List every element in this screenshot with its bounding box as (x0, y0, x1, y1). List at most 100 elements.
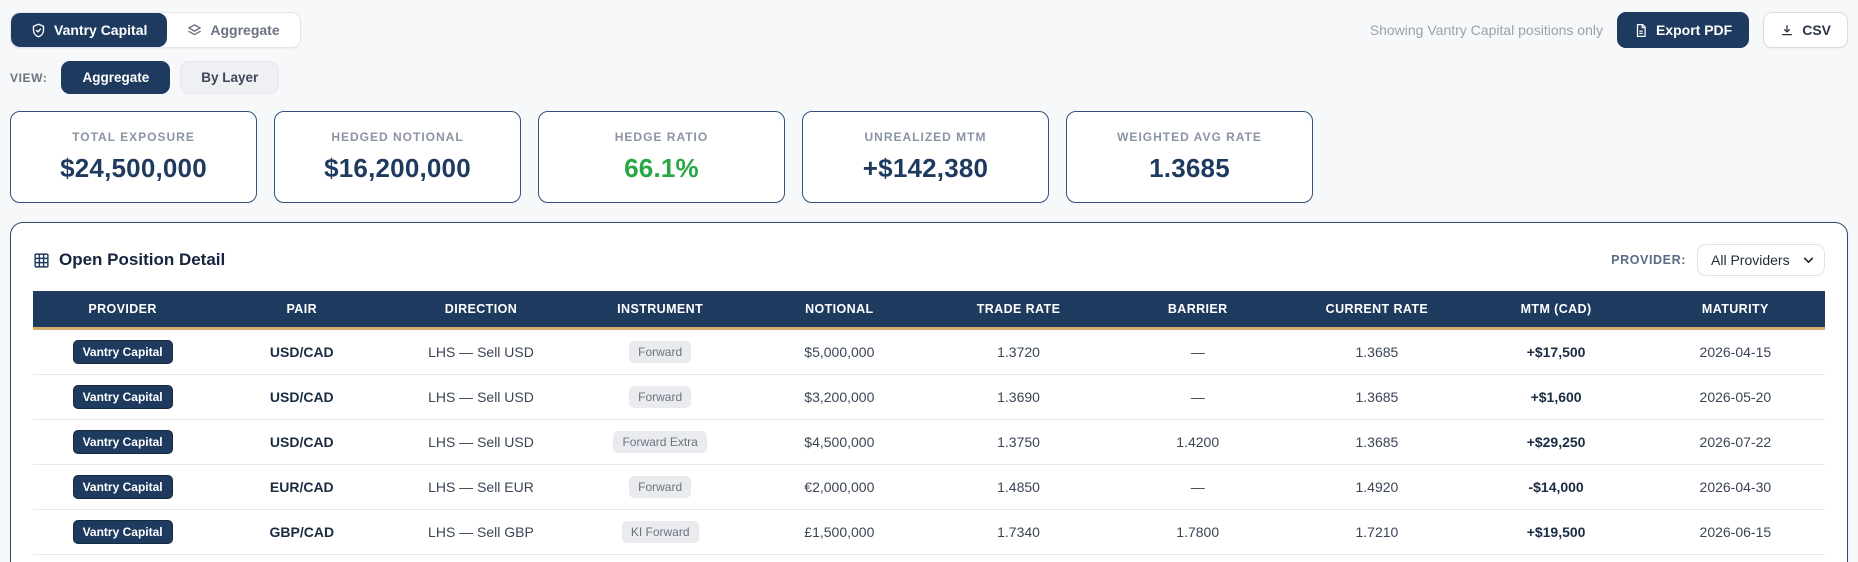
direction-cell: LHS — Sell USD (391, 328, 571, 375)
panel-header: Open Position Detail PROVIDER: All Provi… (33, 244, 1825, 276)
positions-table-head: PROVIDER PAIR DIRECTION INSTRUMENT NOTIONAL T… (33, 291, 1825, 330)
shield-icon (31, 23, 46, 38)
positions-table-header-row: PROVIDER PAIR DIRECTION INSTRUMENT NOTIONAL T… (33, 291, 1825, 330)
barrier-cell: — (1108, 374, 1288, 420)
mtm-cell: -$14,000 (1466, 464, 1646, 510)
instrument-badge: Forward (629, 341, 692, 363)
trade-rate-cell: 1.3750 (928, 419, 1109, 465)
csv-button[interactable]: CSV (1763, 12, 1848, 48)
column-header-barrier: BARRIER (1108, 291, 1288, 330)
view-label: VIEW: (10, 70, 48, 85)
provider-badge: Vantry Capital (72, 520, 173, 544)
table-row: Vantry Capital USD/CAD LHS — Sell USD Fo… (33, 374, 1825, 420)
notional-cell: $4,500,000 (749, 419, 929, 465)
pair-cell: USD/CAD (212, 328, 392, 375)
instrument-cell: KI Forward (570, 509, 750, 555)
mtm-cell: +$29,250 (1466, 419, 1646, 465)
layers-icon (187, 23, 202, 38)
column-header-provider: PROVIDER (33, 291, 213, 330)
column-header-pair: PAIR (212, 291, 392, 330)
provider-cell: Vantry Capital (33, 419, 213, 465)
top-bar: Vantry Capital Aggregate Showing Vantry … (10, 12, 1848, 48)
pair-cell: EUR/CAD (212, 464, 392, 510)
mtm-cell: +$19,500 (1466, 509, 1646, 555)
barrier-cell: 1.7800 (1108, 509, 1288, 555)
pair-cell: GBP/CAD (212, 509, 392, 555)
direction-cell: LHS — Sell EUR (391, 464, 571, 510)
view-toggle-aggregate[interactable]: Aggregate (61, 61, 171, 94)
maturity-cell: 2026-07-22 (1645, 419, 1825, 465)
entity-toggle-vantry-capital[interactable]: Vantry Capital (11, 13, 168, 47)
instrument-cell: Forward (570, 464, 750, 510)
kpi-card-hedged-notional: HEDGED NOTIONAL $16,200,000 (274, 111, 521, 203)
notional-cell: €2,000,000 (749, 464, 929, 510)
status-text: Showing Vantry Capital positions only (1369, 22, 1603, 38)
table-row: Vantry Capital USD/CAD LHS — Sell USD Fo… (33, 419, 1825, 465)
top-bar-right: Showing Vantry Capital positions only Ex… (1370, 12, 1848, 48)
direction-cell: LHS — Sell USD (391, 374, 571, 420)
direction-cell: LHS — Sell USD (391, 419, 571, 465)
maturity-cell: 2026-05-20 (1645, 374, 1825, 420)
column-header-instrument: INSTRUMENT (570, 291, 750, 330)
barrier-cell: — (1108, 328, 1288, 375)
instrument-badge: Forward (629, 386, 692, 408)
provider-badge: Vantry Capital (72, 340, 173, 364)
trade-rate-cell: 1.7340 (928, 509, 1109, 555)
download-icon (1780, 23, 1794, 38)
mtm-cell: +$17,500 (1466, 328, 1646, 375)
barrier-cell: — (1108, 464, 1288, 510)
export-pdf-button[interactable]: Export PDF (1616, 12, 1750, 48)
column-header-maturity: MATURITY (1645, 291, 1825, 330)
positions-table-body: Vantry Capital USD/CAD LHS — Sell USD Fo… (33, 328, 1825, 555)
current-rate-cell: 1.7210 (1287, 509, 1467, 555)
provider-filter-label: PROVIDER: (1611, 253, 1686, 267)
entity-toggle-aggregate[interactable]: Aggregate (167, 13, 299, 47)
provider-badge: Vantry Capital (72, 385, 173, 409)
instrument-cell: Forward (570, 374, 750, 420)
positions-table: PROVIDER PAIR DIRECTION INSTRUMENT NOTIONAL T… (33, 291, 1825, 555)
notional-cell: $5,000,000 (749, 328, 929, 375)
kpi-card-weighted-avg-rate: WEIGHTED AVG RATE 1.3685 (1066, 111, 1313, 203)
panel-title-wrap: Open Position Detail (33, 250, 225, 270)
kpi-row: TOTAL EXPOSURE $24,500,000 HEDGED NOTION… (10, 111, 1848, 203)
column-header-direction: DIRECTION (391, 291, 571, 330)
csv-label: CSV (1802, 22, 1831, 38)
column-header-mtm-cad: MTM (CAD) (1466, 291, 1646, 330)
trade-rate-cell: 1.4850 (928, 464, 1109, 510)
kpi-label: TOTAL EXPOSURE (72, 130, 195, 144)
provider-cell: Vantry Capital (33, 374, 213, 420)
trade-rate-cell: 1.3720 (928, 328, 1109, 375)
table-grid-icon (33, 252, 50, 269)
kpi-label: UNREALIZED MTM (864, 130, 987, 144)
view-toggle-by-layer[interactable]: By Layer (180, 61, 280, 94)
provider-select[interactable]: All Providers (1697, 244, 1825, 276)
kpi-value: 66.1% (624, 153, 699, 183)
maturity-cell: 2026-06-15 (1645, 509, 1825, 555)
provider-badge: Vantry Capital (72, 430, 173, 454)
current-rate-cell: 1.3685 (1287, 328, 1467, 375)
kpi-card-hedge-ratio: HEDGE RATIO 66.1% (538, 111, 785, 203)
direction-cell: LHS — Sell GBP (391, 509, 571, 555)
panel-title: Open Position Detail (59, 250, 226, 269)
column-header-trade-rate: TRADE RATE (928, 291, 1109, 330)
current-rate-cell: 1.3685 (1287, 419, 1467, 465)
provider-cell: Vantry Capital (33, 328, 213, 375)
kpi-value: +$142,380 (862, 153, 989, 183)
notional-cell: £1,500,000 (749, 509, 929, 555)
kpi-label: WEIGHTED AVG RATE (1117, 130, 1262, 144)
pdf-file-icon (1634, 23, 1648, 38)
current-rate-cell: 1.4920 (1287, 464, 1467, 510)
current-rate-cell: 1.3685 (1287, 374, 1467, 420)
pair-cell: USD/CAD (212, 419, 392, 465)
entity-toggle-label: Aggregate (210, 22, 280, 38)
column-header-current-rate: CURRENT RATE (1287, 291, 1467, 330)
export-pdf-label: Export PDF (1655, 22, 1733, 38)
instrument-badge: Forward (629, 476, 692, 498)
maturity-cell: 2026-04-15 (1645, 328, 1825, 375)
notional-cell: $3,200,000 (749, 374, 929, 420)
view-toggle: Aggregate By Layer (61, 61, 280, 94)
provider-select-wrap: All Providers (1697, 244, 1825, 276)
mtm-cell: +$1,600 (1466, 374, 1646, 420)
table-row: Vantry Capital EUR/CAD LHS — Sell EUR Fo… (33, 464, 1825, 510)
